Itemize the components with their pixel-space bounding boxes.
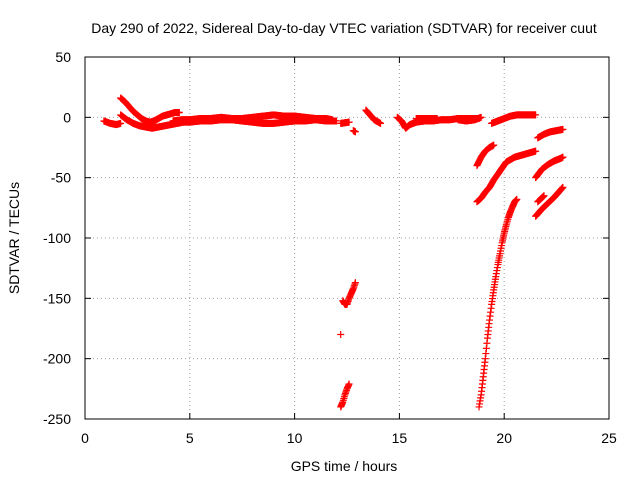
- x-tick-label: 20: [496, 430, 512, 446]
- y-tick-label: -50: [51, 170, 71, 186]
- x-tick-label: 10: [287, 430, 303, 446]
- x-tick-label: 15: [392, 430, 408, 446]
- axis-ticks: 0 5 10 15 20 25 -250 -200 -150 -100 -50 0 50: [43, 49, 617, 446]
- data-point: [559, 183, 567, 191]
- x-tick-label: 5: [186, 430, 194, 446]
- data-point: [532, 111, 540, 119]
- data-point: [532, 147, 540, 155]
- data-point: [345, 118, 353, 126]
- y-tick-label: 0: [63, 109, 71, 125]
- data-point: [175, 109, 183, 117]
- data-point: [559, 153, 567, 161]
- y-axis-label: SDTVAR / TECUs: [6, 182, 22, 294]
- data-point: [433, 115, 441, 123]
- data-point: [351, 279, 359, 287]
- data-points: [100, 94, 567, 411]
- x-axis-label: GPS time / hours: [291, 458, 398, 474]
- x-tick-label: 0: [81, 430, 89, 446]
- data-point: [117, 119, 125, 127]
- data-point: [513, 195, 521, 203]
- data-point: [540, 192, 548, 200]
- y-tick-label: -250: [43, 411, 71, 427]
- y-tick-label: -200: [43, 351, 71, 367]
- data-point: [477, 113, 485, 121]
- data-point: [490, 141, 498, 149]
- chart-title: Day 290 of 2022, Sidereal Day-to-day VTE…: [91, 20, 597, 36]
- x-tick-label: 25: [601, 430, 617, 446]
- y-tick-label: -150: [43, 290, 71, 306]
- plot-frame: [84, 56, 610, 420]
- y-tick-label: -100: [43, 230, 71, 246]
- data-point: [377, 119, 385, 127]
- data-point: [333, 117, 341, 125]
- data-point: [559, 125, 567, 133]
- data-point: [351, 128, 359, 136]
- data-point: [345, 380, 353, 388]
- data-point: [337, 331, 345, 339]
- y-tick-label: 50: [55, 49, 71, 65]
